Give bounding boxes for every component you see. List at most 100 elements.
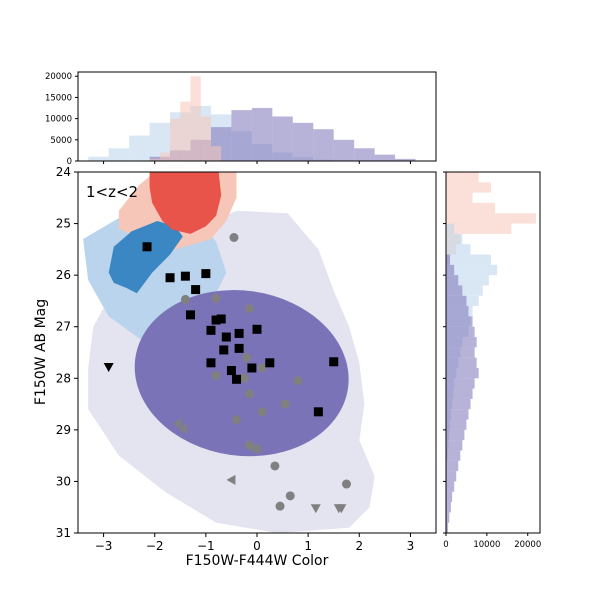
right-hist-bar-purple — [446, 460, 459, 472]
panel-label: 1<z<2 — [86, 183, 138, 201]
x-tick-label: −2 — [146, 539, 164, 553]
grey-circle-point — [244, 304, 254, 314]
right-histogram-y-ticks — [443, 171, 446, 534]
right-hist-bar-purple — [446, 429, 465, 441]
y-tick-label: 27 — [56, 320, 71, 334]
black-square-point — [206, 325, 216, 335]
black-square-point — [180, 271, 190, 281]
right-hist-bar-purple — [446, 367, 479, 379]
right-hist-bar-purple — [446, 502, 451, 513]
right-hist-bar-purple — [446, 419, 467, 430]
top-y-tick-label: 10000 — [45, 115, 72, 125]
right-hist-bar-pink — [446, 213, 536, 224]
y-tick-label: 26 — [56, 268, 71, 282]
left-limit-triangle — [177, 423, 187, 434]
right-hist-bar-lightblue — [446, 285, 483, 296]
grey-circle-point — [239, 373, 249, 383]
top-hist-bar-pink — [180, 101, 191, 161]
y-tick-label: 31 — [56, 526, 71, 540]
y-tick-label: 30 — [56, 474, 71, 488]
top-hist-bar-pink — [149, 158, 160, 161]
y-axis-label: F150W AB Mag — [33, 299, 49, 405]
black-square-point — [226, 366, 236, 376]
black-square-point — [211, 315, 221, 325]
right-histogram-x-ticks: 0 10000 20000 — [443, 533, 541, 550]
grey-circle-point — [270, 461, 280, 471]
top-hist-bar-purple — [374, 154, 396, 161]
right-hist-bar-purple — [446, 285, 463, 296]
right-histogram-panel: 0 10000 20000 — [443, 171, 541, 550]
right-x-tick-label: 10000 — [473, 540, 500, 550]
top-hist-bar-pink — [190, 76, 201, 161]
y-axis-ticks: 24 25 26 27 28 29 30 31 — [56, 165, 78, 540]
right-hist-bar-purple — [446, 326, 475, 338]
top-hist-bar-purple — [313, 129, 334, 161]
right-hist-bar-lightblue — [446, 244, 471, 255]
right-hist-bar-purple — [446, 347, 475, 358]
down-limit-triangle — [310, 504, 321, 514]
top-hist-bar-lightblue — [88, 156, 109, 161]
top-y-tick-label: 5000 — [50, 136, 72, 146]
x-tick-label: −3 — [95, 539, 113, 553]
black-square-point — [191, 285, 201, 295]
black-square-point — [165, 273, 175, 283]
right-hist-bar-purple — [446, 254, 451, 265]
top-hist-bar-pink — [159, 152, 171, 161]
black-square-point — [265, 358, 275, 368]
right-hist-bar-purple — [446, 337, 477, 348]
y-tick-label: 28 — [56, 371, 71, 385]
top-histogram-y-ticks: 0 5000 10000 15000 20000 — [45, 72, 78, 167]
grey-circle-point — [180, 294, 190, 304]
contour-blue — [108, 221, 183, 294]
right-hist-bar-purple — [446, 295, 467, 307]
right-hist-bar-lightblue — [446, 254, 491, 265]
top-hist-bar-purple — [272, 116, 293, 161]
right-hist-bar-purple — [446, 440, 463, 451]
x-tick-label: 0 — [253, 539, 261, 553]
right-hist-bar-pink — [446, 192, 473, 203]
right-hist-bar-purple — [446, 357, 477, 368]
top-hist-bar-purple — [333, 139, 355, 161]
grey-circle-point — [244, 389, 254, 399]
right-hist-bar-lightblue — [446, 223, 455, 234]
right-x-tick-label: 0 — [443, 540, 448, 550]
grey-circle-point — [257, 407, 267, 417]
right-hist-bar-purple — [446, 522, 449, 533]
y-tick-label: 29 — [56, 423, 71, 437]
left-limit-triangle — [172, 418, 182, 429]
black-square-point — [219, 345, 229, 355]
x-axis-ticks: −3 −2 −1 0 1 2 3 — [95, 533, 415, 553]
top-hist-bar-purple — [395, 158, 416, 161]
right-hist-bar-purple — [446, 264, 455, 276]
top-hist-bar-purple — [251, 108, 273, 161]
right-hist-bar-purple — [446, 512, 450, 523]
x-tick-label: 3 — [407, 539, 415, 553]
right-hist-bar-pink — [446, 202, 496, 214]
right-hist-bar-purple — [446, 275, 459, 286]
top-hist-bar-lightblue — [108, 148, 130, 161]
right-hist-bar-lightblue — [446, 275, 489, 286]
top-histogram-x-ticks — [103, 161, 411, 164]
top-histogram-panel: 0 5000 10000 15000 20000 — [45, 71, 437, 167]
grey-circle-point — [293, 376, 303, 386]
right-hist-bar-purple — [446, 398, 471, 410]
x-tick-label: −1 — [197, 539, 215, 553]
grey-circle-point — [257, 363, 267, 373]
grey-circle-point — [252, 444, 262, 454]
grey-circle-point — [232, 415, 242, 425]
right-hist-bar-purple — [446, 450, 461, 461]
black-square-point — [232, 374, 242, 384]
top-hist-bar-lightblue — [129, 135, 150, 161]
x-axis-label: F150W-F444W Color — [186, 553, 329, 569]
right-x-tick-label: 20000 — [514, 540, 541, 550]
grey-circle-point — [211, 293, 221, 303]
top-hist-bar-purple — [231, 110, 252, 161]
top-hist-bar-purple — [292, 122, 314, 161]
black-square-point — [234, 328, 244, 338]
top-hist-bar-purple — [354, 148, 375, 161]
black-square-point — [221, 332, 231, 342]
right-axes-frame — [445, 171, 541, 534]
scatter-points — [103, 232, 351, 514]
black-square-point — [329, 357, 339, 367]
